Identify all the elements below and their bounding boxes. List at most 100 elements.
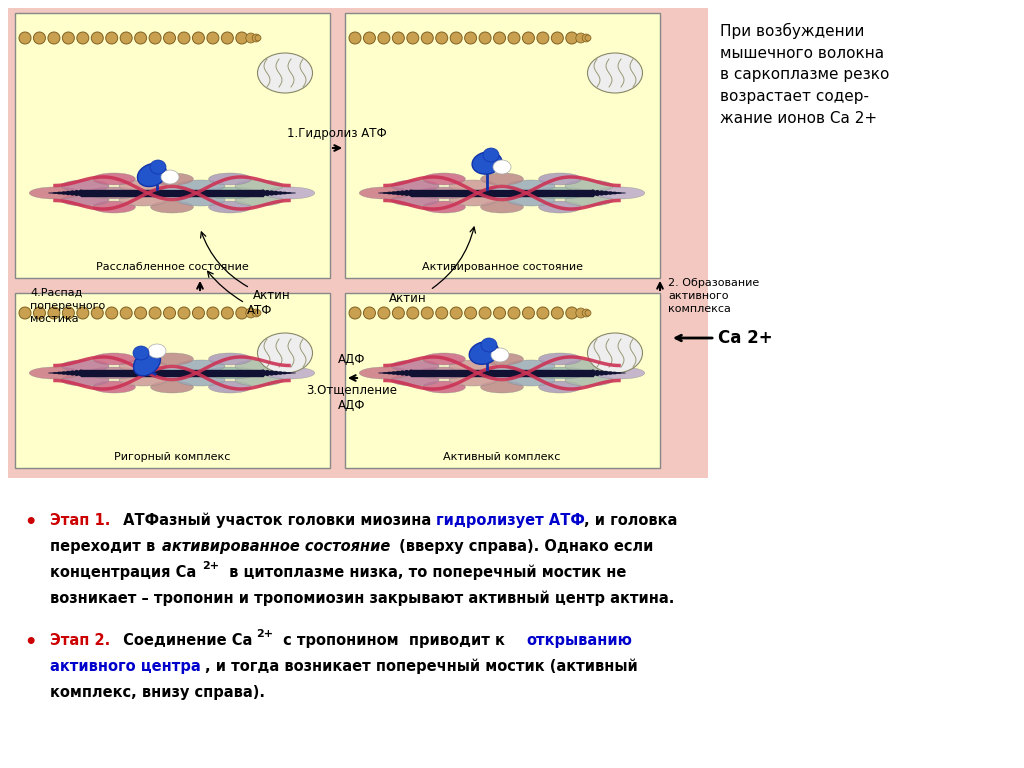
Circle shape bbox=[62, 307, 75, 319]
Ellipse shape bbox=[151, 173, 194, 185]
Ellipse shape bbox=[378, 193, 384, 194]
Ellipse shape bbox=[565, 194, 613, 206]
Ellipse shape bbox=[263, 367, 314, 379]
Ellipse shape bbox=[56, 372, 62, 374]
Text: АТФ: АТФ bbox=[247, 304, 272, 317]
Circle shape bbox=[436, 32, 447, 44]
Ellipse shape bbox=[272, 190, 279, 195]
Ellipse shape bbox=[565, 360, 613, 372]
Ellipse shape bbox=[177, 194, 225, 206]
Ellipse shape bbox=[539, 353, 582, 365]
Ellipse shape bbox=[620, 193, 626, 194]
Ellipse shape bbox=[395, 190, 401, 195]
FancyBboxPatch shape bbox=[345, 13, 660, 278]
Text: Актин: Актин bbox=[389, 292, 427, 305]
Ellipse shape bbox=[611, 372, 617, 374]
Ellipse shape bbox=[61, 374, 110, 386]
Ellipse shape bbox=[30, 367, 81, 379]
Ellipse shape bbox=[449, 360, 497, 372]
Circle shape bbox=[551, 307, 563, 319]
Circle shape bbox=[252, 309, 260, 317]
Circle shape bbox=[134, 307, 146, 319]
Circle shape bbox=[583, 309, 590, 317]
Ellipse shape bbox=[234, 180, 283, 192]
Ellipse shape bbox=[78, 369, 84, 376]
Ellipse shape bbox=[449, 194, 497, 206]
Text: АТФазный участок головки миозина: АТФазный участок головки миозина bbox=[118, 513, 436, 528]
Ellipse shape bbox=[52, 372, 58, 374]
Ellipse shape bbox=[565, 180, 613, 192]
Ellipse shape bbox=[286, 192, 292, 194]
Circle shape bbox=[91, 32, 103, 44]
FancyBboxPatch shape bbox=[15, 293, 330, 468]
Text: активного центра: активного центра bbox=[50, 659, 201, 674]
Ellipse shape bbox=[539, 201, 582, 213]
Ellipse shape bbox=[476, 187, 527, 199]
Ellipse shape bbox=[378, 372, 384, 373]
Circle shape bbox=[255, 310, 261, 316]
Text: переходит в: переходит в bbox=[50, 539, 161, 554]
Text: Активированное состояние: Активированное состояние bbox=[422, 262, 583, 272]
Ellipse shape bbox=[137, 164, 167, 187]
Circle shape bbox=[207, 32, 219, 44]
Ellipse shape bbox=[52, 192, 58, 194]
Ellipse shape bbox=[603, 190, 609, 195]
Ellipse shape bbox=[205, 367, 256, 379]
Circle shape bbox=[34, 307, 45, 319]
Circle shape bbox=[91, 307, 103, 319]
Ellipse shape bbox=[133, 350, 161, 376]
Ellipse shape bbox=[423, 381, 466, 393]
Ellipse shape bbox=[177, 360, 225, 372]
Circle shape bbox=[164, 307, 175, 319]
Circle shape bbox=[178, 32, 190, 44]
Circle shape bbox=[508, 307, 520, 319]
Circle shape bbox=[522, 32, 535, 44]
Circle shape bbox=[236, 307, 248, 319]
Text: (вверху справа). Однако если: (вверху справа). Однако если bbox=[394, 539, 653, 554]
Ellipse shape bbox=[391, 371, 397, 375]
Ellipse shape bbox=[399, 190, 406, 196]
Ellipse shape bbox=[88, 187, 139, 199]
Ellipse shape bbox=[507, 194, 555, 206]
Ellipse shape bbox=[594, 190, 600, 196]
Ellipse shape bbox=[599, 190, 604, 196]
Ellipse shape bbox=[408, 190, 414, 197]
Circle shape bbox=[221, 32, 233, 44]
Text: 4.Распад
поперечного
мостика: 4.Распад поперечного мостика bbox=[30, 288, 105, 324]
Ellipse shape bbox=[278, 371, 284, 375]
Ellipse shape bbox=[177, 374, 225, 386]
Ellipse shape bbox=[92, 353, 135, 365]
Ellipse shape bbox=[48, 193, 54, 194]
Circle shape bbox=[120, 32, 132, 44]
Ellipse shape bbox=[418, 187, 469, 199]
Ellipse shape bbox=[539, 173, 582, 185]
Text: в цитоплазме низка, то поперечный мостик не: в цитоплазме низка, то поперечный мостик… bbox=[224, 565, 627, 581]
Circle shape bbox=[48, 32, 60, 44]
Ellipse shape bbox=[205, 187, 256, 199]
Text: 2+: 2+ bbox=[202, 561, 219, 571]
Circle shape bbox=[193, 307, 205, 319]
Circle shape bbox=[62, 32, 75, 44]
Ellipse shape bbox=[395, 371, 401, 376]
Ellipse shape bbox=[590, 190, 596, 197]
Ellipse shape bbox=[359, 187, 411, 199]
Circle shape bbox=[585, 310, 591, 316]
Ellipse shape bbox=[590, 369, 596, 376]
Circle shape bbox=[508, 32, 520, 44]
Circle shape bbox=[407, 307, 419, 319]
Ellipse shape bbox=[119, 194, 167, 206]
Text: гидролизует АТФ: гидролизует АТФ bbox=[436, 513, 585, 528]
Circle shape bbox=[465, 307, 476, 319]
Text: 2+: 2+ bbox=[256, 629, 273, 639]
Ellipse shape bbox=[391, 194, 439, 206]
Ellipse shape bbox=[61, 180, 110, 192]
Circle shape bbox=[252, 34, 260, 42]
Ellipse shape bbox=[391, 180, 439, 192]
Circle shape bbox=[105, 32, 118, 44]
Ellipse shape bbox=[74, 370, 80, 376]
Ellipse shape bbox=[565, 374, 613, 386]
Ellipse shape bbox=[209, 381, 252, 393]
Ellipse shape bbox=[387, 372, 392, 374]
FancyBboxPatch shape bbox=[15, 13, 330, 278]
FancyBboxPatch shape bbox=[8, 8, 708, 478]
